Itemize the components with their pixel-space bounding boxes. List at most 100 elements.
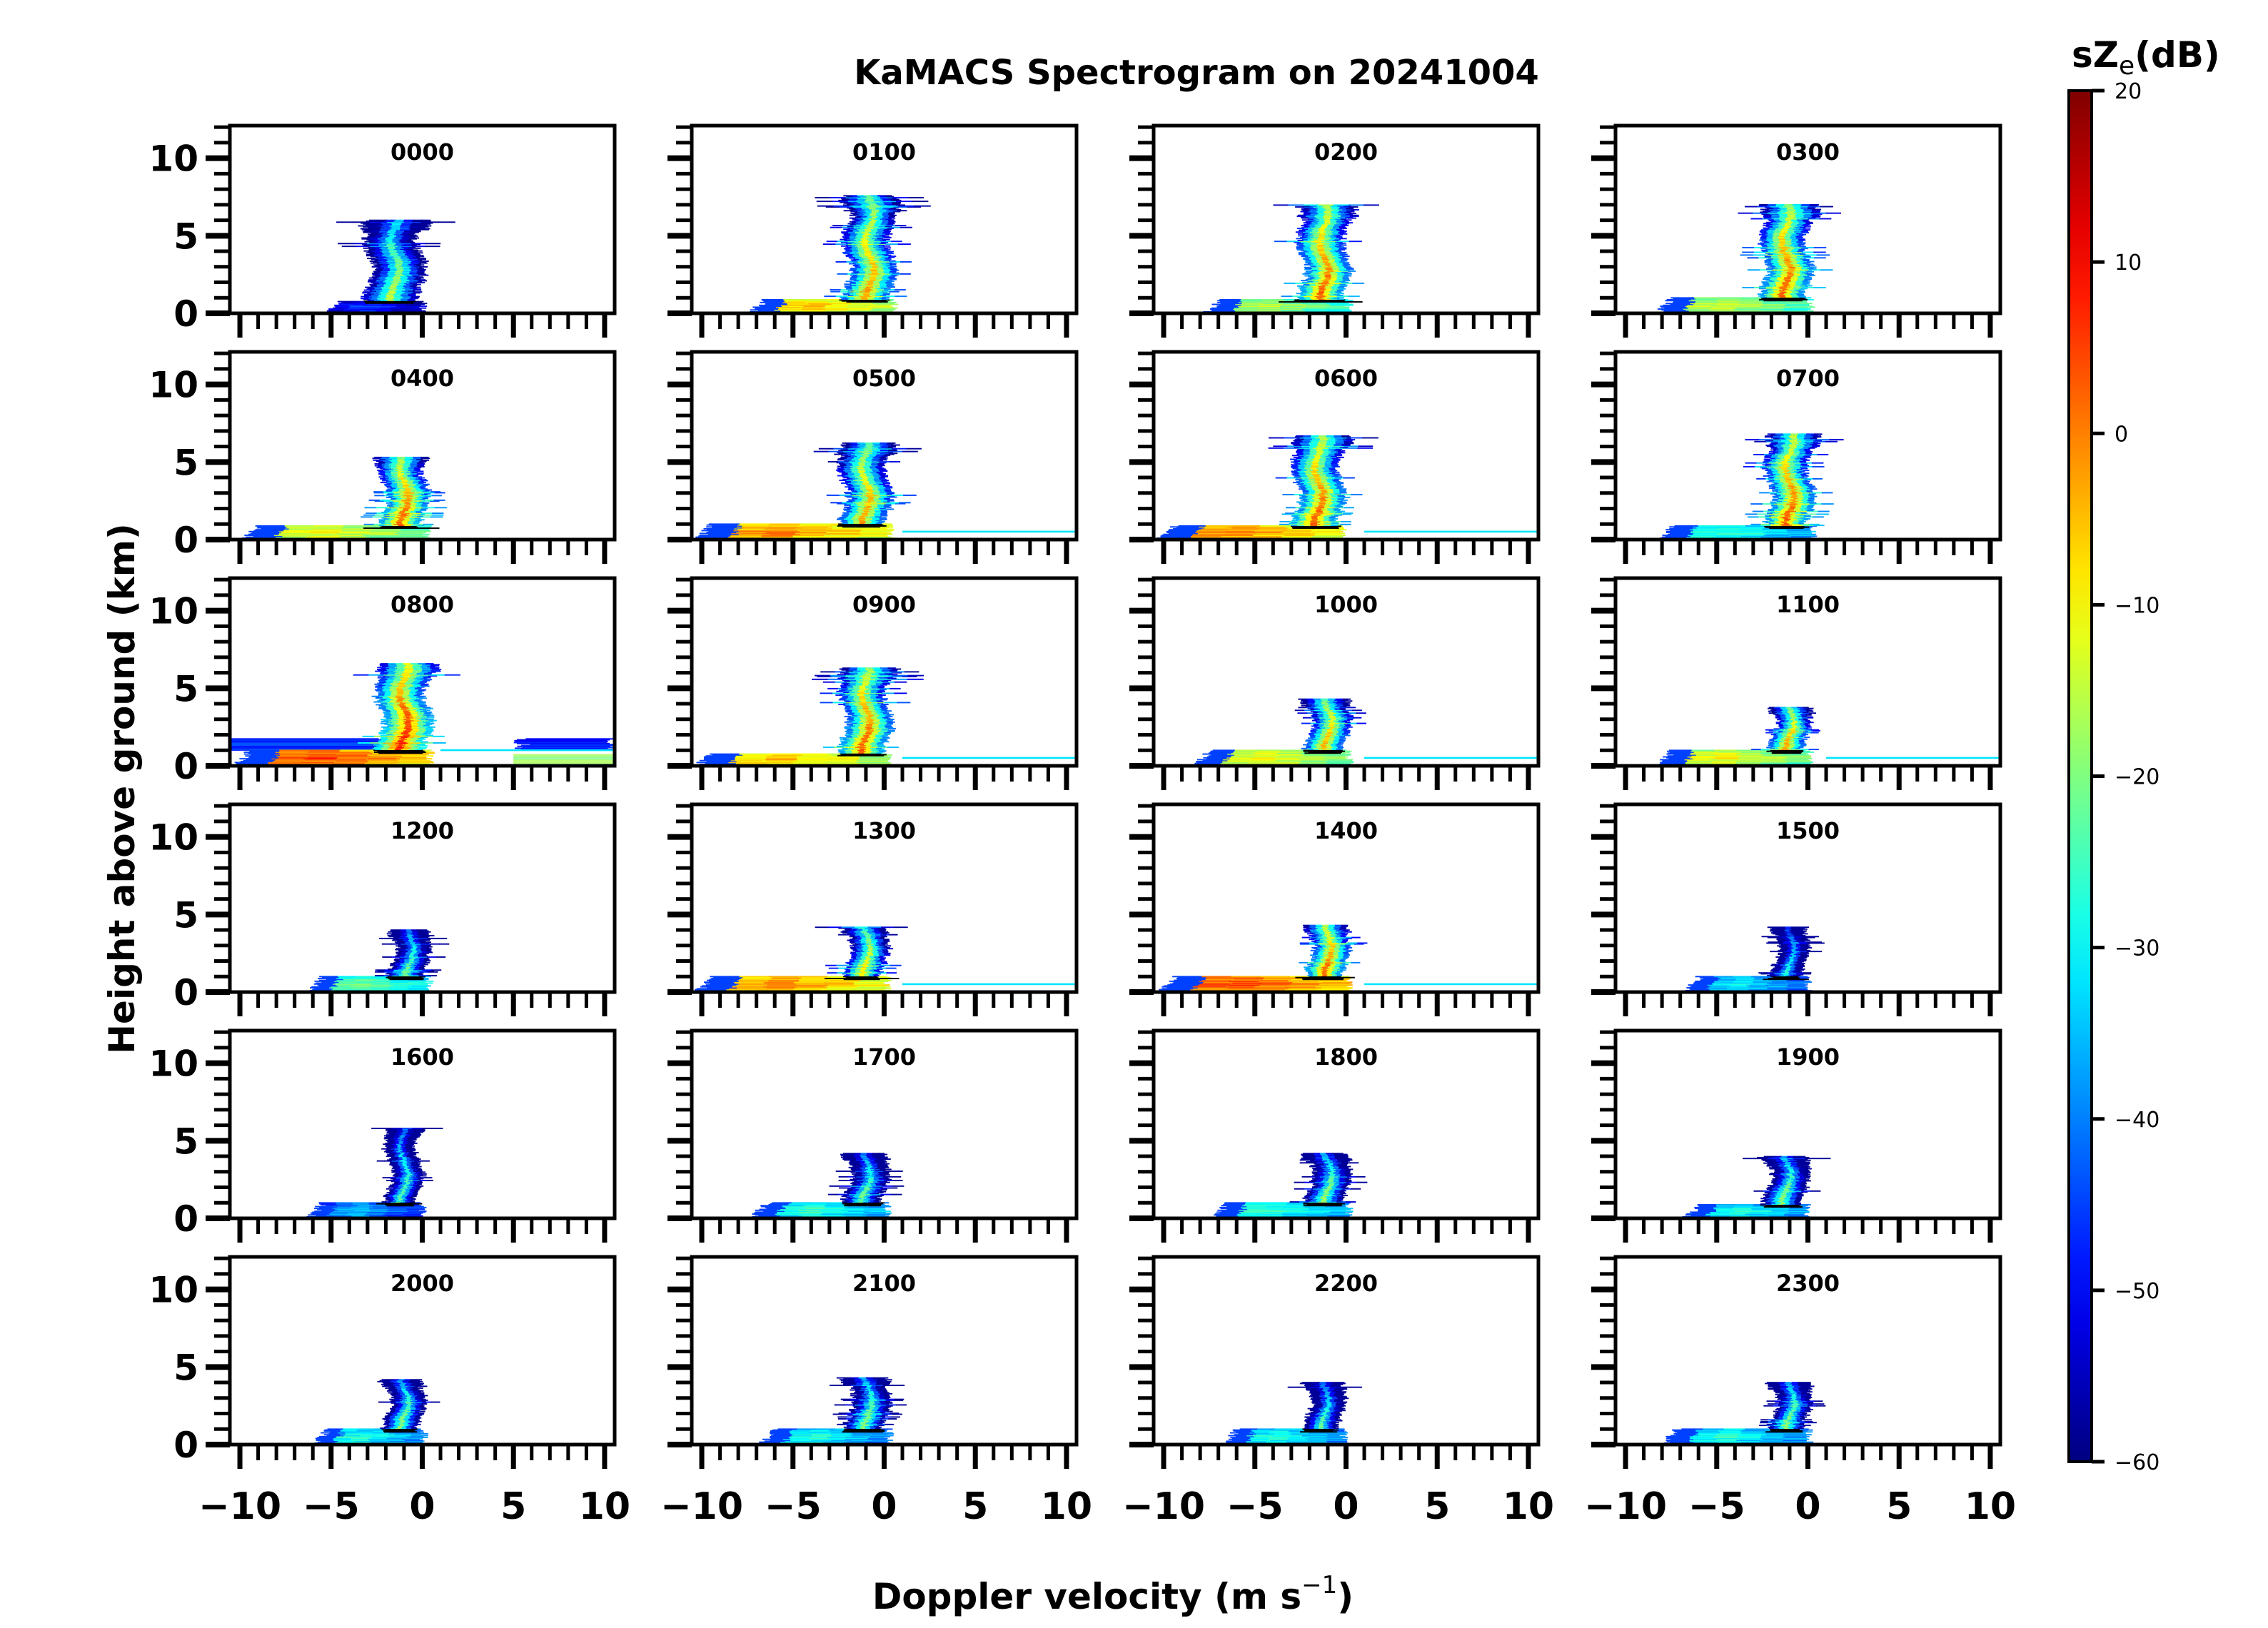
column-mark [394, 259, 402, 261]
column-mark [1797, 235, 1804, 236]
column-mark [385, 300, 394, 303]
column-mark [836, 469, 844, 471]
column-mark [878, 447, 886, 449]
column-mark [410, 519, 418, 521]
column-mark [847, 520, 854, 522]
column-mark [847, 521, 855, 523]
column-mark [415, 504, 421, 506]
column-mark [880, 459, 888, 461]
column-mark [862, 232, 870, 234]
column-mark [1326, 230, 1334, 232]
surface-mark [736, 526, 768, 528]
column-mark [1771, 267, 1778, 269]
column-mark [1350, 301, 1363, 303]
column-mark [1308, 274, 1315, 276]
column-mark [400, 226, 410, 228]
column-mark [403, 230, 413, 231]
surface-mark [375, 309, 391, 311]
column-mark [1803, 229, 1810, 231]
column-mark [1785, 235, 1792, 236]
surface-mark [792, 535, 825, 537]
column-mark [875, 301, 882, 303]
surface-mark [1160, 536, 1191, 538]
column-mark [856, 269, 864, 271]
column-mark [393, 279, 402, 281]
column-mark [871, 275, 878, 277]
column-mark [413, 482, 419, 485]
column-mark [415, 458, 423, 460]
column-mark [1279, 301, 1291, 303]
column-mark [843, 293, 851, 295]
column-mark [886, 251, 894, 253]
column-mark [885, 211, 894, 213]
column-mark [845, 242, 852, 244]
column-mark [1331, 208, 1339, 210]
column-mark [1303, 284, 1311, 286]
column-mark [1785, 225, 1793, 227]
column-mark [885, 218, 892, 220]
surface-mark [1256, 532, 1286, 535]
column-mark [419, 228, 430, 230]
column-mark [394, 236, 402, 238]
column-mark [1346, 211, 1355, 213]
column-mark [1316, 263, 1324, 266]
column-mark [1307, 263, 1314, 265]
column-mark [408, 256, 417, 258]
column-mark [858, 486, 866, 488]
column-mark [883, 271, 890, 273]
column-mark [1345, 216, 1354, 218]
column-mark [887, 492, 894, 493]
column-mark [837, 459, 845, 461]
panel-0200: 0200 [1129, 123, 1541, 338]
column-mark [400, 244, 410, 246]
column-mark [840, 201, 850, 203]
column-mark [881, 511, 888, 513]
column-mark [1313, 290, 1319, 293]
column-mark [1801, 224, 1809, 226]
column-mark [1790, 240, 1798, 242]
column-mark [870, 278, 877, 280]
column-mark [847, 499, 855, 501]
column-mark [875, 265, 882, 267]
column-mark [1341, 258, 1349, 260]
column-mark [889, 496, 897, 498]
column-mark [1786, 296, 1793, 298]
column-mark [1792, 205, 1801, 207]
column-mark [425, 489, 432, 491]
column-mark [1768, 289, 1774, 291]
column-mark [1793, 273, 1800, 275]
column-mark [858, 249, 865, 251]
column-mark [857, 213, 864, 215]
column-mark [407, 522, 414, 524]
column-mark [852, 526, 860, 528]
column-mark [855, 460, 862, 462]
surface-mark [1301, 305, 1324, 308]
column-mark [383, 246, 398, 248]
surface-mark [706, 529, 739, 531]
column-mark [1323, 273, 1331, 275]
column-mark [889, 216, 895, 217]
column-mark [412, 230, 420, 231]
surface-mark [1232, 525, 1261, 527]
column-mark [872, 211, 878, 213]
column-mark [879, 517, 887, 519]
column-mark [887, 277, 895, 279]
y-tick-label: 0 [173, 293, 198, 335]
column-mark [390, 228, 401, 230]
surface-mark [1160, 535, 1191, 537]
column-mark [841, 300, 849, 302]
column-mark [849, 293, 857, 295]
column-mark [1774, 246, 1782, 248]
column-mark [857, 442, 866, 444]
column-mark [1781, 221, 1788, 223]
column-mark [845, 455, 852, 457]
column-mark [394, 258, 403, 261]
surface-mark [365, 532, 395, 535]
column-mark [853, 226, 866, 228]
column-mark [865, 247, 872, 249]
column-mark [1303, 205, 1311, 207]
column-mark [412, 495, 423, 497]
column-mark [853, 296, 862, 298]
column-mark [413, 510, 421, 512]
column-mark [880, 283, 887, 285]
